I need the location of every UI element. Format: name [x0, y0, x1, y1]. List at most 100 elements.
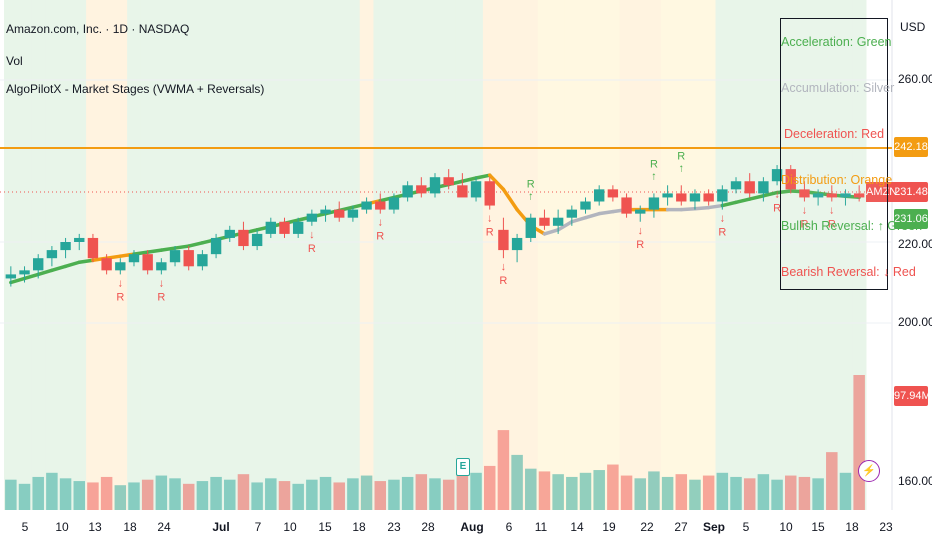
stage-band — [688, 0, 703, 510]
volume-bar — [196, 481, 209, 510]
candle-body — [621, 197, 632, 214]
bolt-icon[interactable]: ⚡ — [858, 460, 880, 482]
volume-bar — [716, 472, 729, 510]
stage-band — [332, 0, 347, 510]
time-tick: 18 — [123, 520, 137, 534]
time-tick: 23 — [879, 520, 893, 534]
volume-indicator-label[interactable]: Vol — [6, 54, 23, 68]
candle-body — [251, 233, 263, 247]
vwma-segment — [570, 215, 588, 224]
reversal-label: R — [718, 227, 726, 239]
symbol-title[interactable]: Amazon.com, Inc. · 1D · NASDAQ — [6, 22, 190, 36]
candle-body — [552, 217, 564, 226]
volume-bar — [853, 375, 865, 510]
time-tick: 15 — [811, 520, 825, 534]
candle-body — [826, 193, 837, 198]
volume-bar — [552, 474, 564, 510]
stage-band — [633, 0, 648, 510]
vwma-segment — [583, 211, 601, 220]
legend-bearish-reversal: Bearish Reversal: ↓ Red — [781, 265, 916, 279]
volume-bar — [182, 483, 195, 510]
stage-band — [346, 0, 361, 510]
volume-bar — [442, 479, 455, 510]
vwma-segment — [159, 246, 177, 252]
candle-body — [853, 193, 865, 198]
volume-bar — [319, 476, 332, 510]
vwma-segment — [556, 220, 574, 232]
stage-band — [742, 0, 758, 510]
candle-body — [799, 189, 810, 198]
stage-band — [373, 0, 388, 510]
indicator-title[interactable]: AlgoPilotX - Market Stages (VWMA + Rever… — [6, 82, 265, 96]
stage-band — [715, 0, 730, 510]
time-tick: 14 — [570, 520, 584, 534]
stage-band — [387, 0, 402, 510]
time-tick: 10 — [55, 520, 69, 534]
reversal-label: R — [376, 231, 384, 243]
reversal-label: R — [636, 239, 644, 251]
candle-body — [498, 229, 509, 251]
volume-bar — [415, 474, 428, 510]
stage-band — [318, 0, 333, 510]
volume-bar — [702, 475, 715, 510]
candle-body — [566, 209, 578, 218]
price-tag-vwma: 231.06 — [894, 209, 928, 229]
candle-body — [334, 209, 345, 218]
volume-bar — [224, 479, 236, 510]
candle-body — [607, 189, 619, 198]
vwma-segment — [720, 200, 738, 208]
volume-bar — [388, 479, 400, 510]
bearish-arrow-icon: ↓ — [501, 261, 507, 273]
stage-band — [660, 0, 675, 510]
vwma-segment — [679, 207, 697, 212]
candle-body — [183, 250, 194, 267]
candle-body — [593, 189, 605, 202]
volume-bar — [46, 472, 58, 510]
legend-deceleration: Deceleration: Red — [783, 127, 885, 141]
vwma-segment — [706, 203, 725, 210]
volume-bar — [525, 468, 537, 510]
stage-band — [305, 0, 320, 510]
earnings-marker-icon[interactable]: E — [456, 458, 470, 476]
vwma-segment — [761, 190, 779, 198]
volume-bar — [689, 479, 701, 510]
volume-bar — [538, 471, 551, 510]
volume-bar — [141, 479, 154, 510]
stage-band — [469, 0, 484, 510]
candle-body — [60, 242, 71, 251]
volume-bar — [566, 476, 578, 510]
time-tick: 10 — [779, 520, 793, 534]
stage-band — [729, 0, 744, 510]
time-tick: 5 — [21, 520, 29, 534]
volume-bar — [59, 478, 72, 510]
volume-bar — [374, 481, 387, 510]
volume-bar — [237, 474, 250, 510]
stage-band — [17, 0, 32, 510]
stage-band — [236, 0, 251, 510]
price-tag-resistance: 242.18 — [894, 137, 928, 157]
stage-legend: Acceleration: Green Accumulation: Silver… — [780, 18, 922, 290]
candle-body — [19, 270, 30, 275]
vwma-segment — [22, 272, 40, 281]
reversal-label: R — [677, 150, 685, 162]
volume-bar — [839, 472, 852, 510]
candle-body — [758, 181, 769, 194]
candle-body — [689, 193, 701, 202]
volume-bar — [648, 471, 660, 510]
candle-body — [33, 258, 44, 271]
candle-body — [484, 181, 495, 206]
stage-band — [72, 0, 87, 510]
vwma-segment — [693, 205, 711, 211]
volume-bar — [100, 476, 113, 510]
candle-body — [785, 169, 796, 190]
candle-body — [771, 169, 783, 182]
currency-label[interactable]: USD — [900, 20, 926, 34]
vwma-segment — [77, 258, 95, 264]
candle-body — [197, 254, 208, 267]
vwma-segment — [501, 187, 519, 212]
candle-body — [361, 201, 372, 210]
time-tick: 10 — [283, 520, 297, 534]
stage-band — [838, 0, 853, 510]
volume-bar — [5, 479, 17, 510]
